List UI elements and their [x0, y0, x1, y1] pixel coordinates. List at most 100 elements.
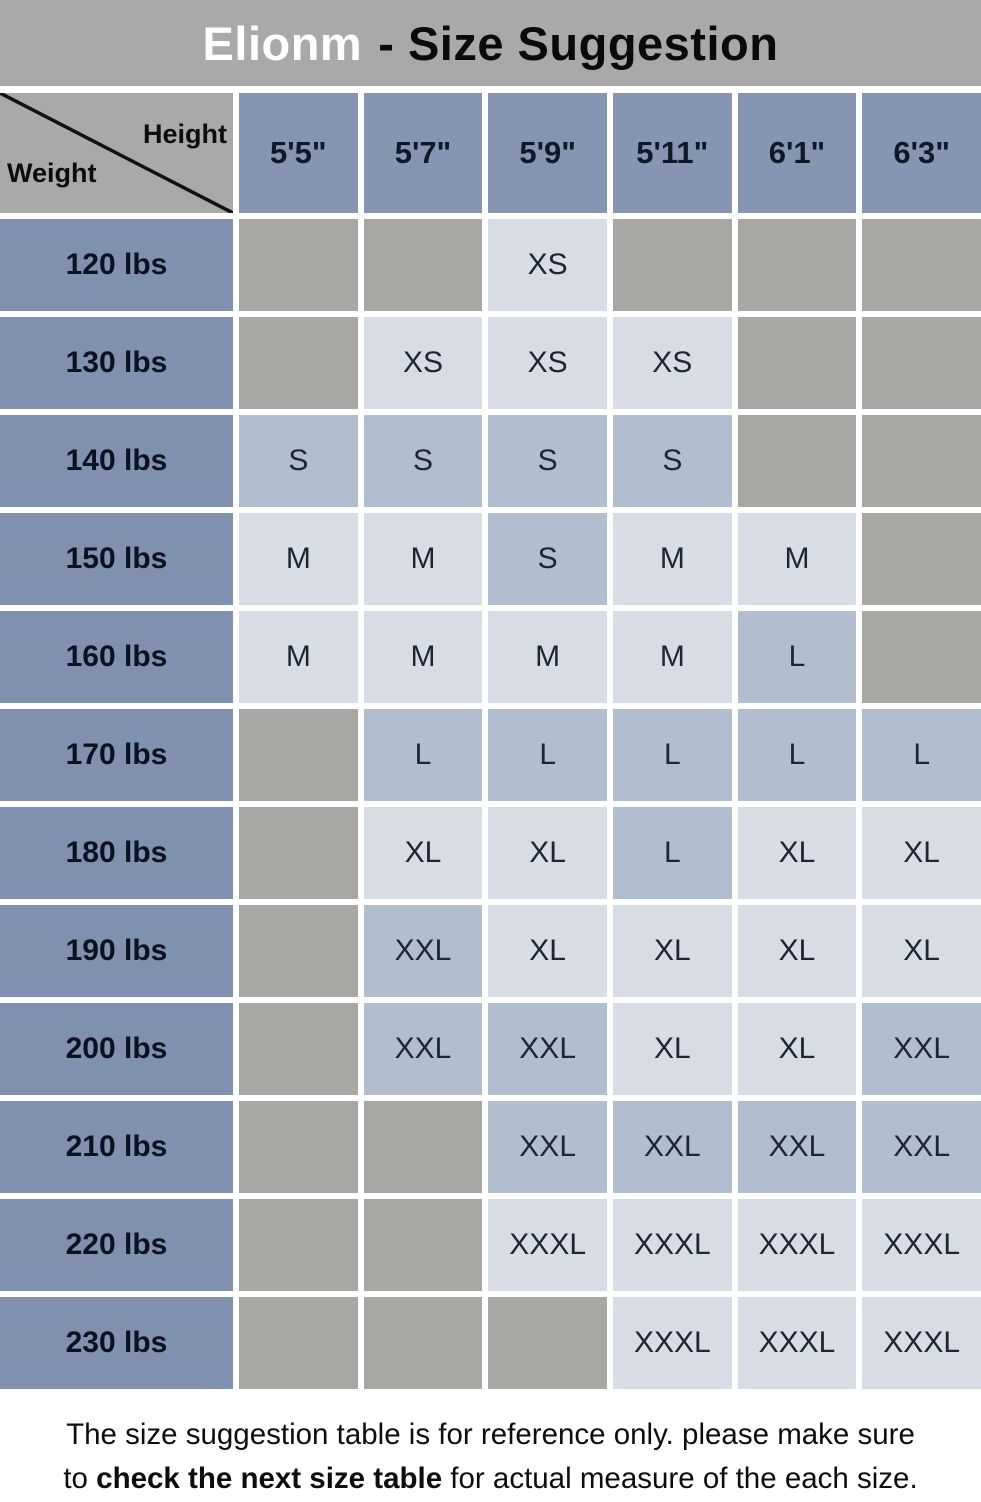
size-cell-r6-c3: L — [612, 807, 732, 899]
size-cell-r3-c3: M — [612, 513, 732, 605]
size-cell-r1-c4 — [737, 317, 857, 409]
size-cell-r10-c1 — [363, 1199, 483, 1291]
size-cell-r10-c0 — [239, 1199, 358, 1291]
size-cell-r8-c1: XXL — [363, 1003, 483, 1095]
size-cell-r9-c2: XXL — [488, 1101, 607, 1193]
size-cell-r0-c2: XS — [488, 219, 607, 311]
size-cell-r6-c1: XL — [363, 807, 483, 899]
size-cell-r8-c4: XL — [737, 1003, 857, 1095]
size-cell-r4-c0: M — [239, 611, 358, 703]
weight-label-2: 140 lbs — [0, 415, 233, 507]
weight-label-6: 180 lbs — [0, 807, 233, 899]
size-cell-r8-c2: XXL — [488, 1003, 607, 1095]
size-cell-r7-c0 — [239, 905, 358, 997]
size-cell-r3-c0: M — [239, 513, 358, 605]
size-cell-r5-c3: L — [612, 709, 732, 801]
size-cell-r7-c5: XL — [862, 905, 981, 997]
weight-label-1: 130 lbs — [0, 317, 233, 409]
size-cell-r7-c4: XL — [737, 905, 857, 997]
footnote-line2-after: for actual measure of the each size. — [442, 1462, 918, 1496]
size-cell-r10-c2: XXXL — [488, 1199, 607, 1291]
size-cell-r2-c0: S — [239, 415, 358, 507]
height-header-1: 5'7" — [363, 93, 483, 213]
size-cell-r10-c4: XXXL — [737, 1199, 857, 1291]
corner-height-label: Height — [143, 119, 227, 149]
size-cell-r2-c3: S — [612, 415, 732, 507]
weight-label-4: 160 lbs — [0, 611, 233, 703]
page-title: Elionm - Size Suggestion — [0, 0, 981, 86]
size-cell-r0-c1 — [363, 219, 483, 311]
size-cell-r3-c2: S — [488, 513, 607, 605]
footnote-line1: The size suggestion table is for referen… — [66, 1418, 915, 1451]
size-cell-r10-c3: XXXL — [612, 1199, 732, 1291]
size-cell-r11-c2 — [488, 1297, 607, 1389]
size-cell-r2-c1: S — [363, 415, 483, 507]
size-cell-r6-c5: XL — [862, 807, 981, 899]
size-cell-r9-c0 — [239, 1101, 358, 1193]
size-cell-r4-c3: M — [612, 611, 732, 703]
size-cell-r11-c3: XXXL — [612, 1297, 732, 1389]
height-header-2: 5'9" — [488, 93, 607, 213]
size-cell-r5-c1: L — [363, 709, 483, 801]
corner-weight-label: Weight — [7, 158, 97, 188]
weight-label-7: 190 lbs — [0, 905, 233, 997]
size-cell-r6-c4: XL — [737, 807, 857, 899]
title-suffix: - Size Suggestion — [378, 16, 779, 70]
footnote: The size suggestion table is for referen… — [0, 1389, 981, 1502]
size-cell-r2-c4 — [737, 415, 857, 507]
size-cell-r0-c4 — [737, 219, 857, 311]
height-header-0: 5'5" — [239, 93, 358, 213]
size-cell-r9-c1 — [363, 1101, 483, 1193]
size-cell-r4-c1: M — [363, 611, 483, 703]
brand-name: Elionm — [202, 16, 363, 70]
size-cell-r3-c1: M — [363, 513, 483, 605]
height-header-4: 6'1" — [737, 93, 857, 213]
size-cell-r0-c5 — [862, 219, 981, 311]
size-cell-r1-c2: XS — [488, 317, 607, 409]
size-cell-r11-c5: XXXL — [862, 1297, 981, 1389]
size-cell-r1-c3: XS — [612, 317, 732, 409]
height-header-3: 5'11" — [612, 93, 732, 213]
weight-label-0: 120 lbs — [0, 219, 233, 311]
weight-label-8: 200 lbs — [0, 1003, 233, 1095]
size-cell-r4-c4: L — [737, 611, 857, 703]
weight-label-3: 150 lbs — [0, 513, 233, 605]
size-cell-r11-c4: XXXL — [737, 1297, 857, 1389]
corner-cell: Height Weight — [0, 93, 233, 213]
size-cell-r1-c5 — [862, 317, 981, 409]
size-suggestion-table: Height Weight 5'5" 5'7" 5'9" 5'11" 6'1" 6'3" 1… — [0, 93, 981, 1389]
size-cell-r8-c5: XXL — [862, 1003, 981, 1095]
size-cell-r5-c5: L — [862, 709, 981, 801]
size-cell-r10-c5: XXXL — [862, 1199, 981, 1291]
size-cell-r7-c2: XL — [488, 905, 607, 997]
size-cell-r6-c0 — [239, 807, 358, 899]
size-cell-r4-c2: M — [488, 611, 607, 703]
footnote-line2-before: to — [63, 1462, 97, 1496]
diagonal-line — [0, 93, 233, 213]
weight-label-10: 220 lbs — [0, 1199, 233, 1291]
size-cell-r11-c1 — [363, 1297, 483, 1389]
size-cell-r1-c0 — [239, 317, 358, 409]
size-cell-r3-c4: M — [737, 513, 857, 605]
size-cell-r9-c3: XXL — [612, 1101, 732, 1193]
size-cell-r3-c5 — [862, 513, 981, 605]
size-cell-r2-c5 — [862, 415, 981, 507]
size-cell-r7-c1: XXL — [363, 905, 483, 997]
weight-label-11: 230 lbs — [0, 1297, 233, 1389]
height-header-5: 6'3" — [862, 93, 981, 213]
size-cell-r0-c3 — [612, 219, 732, 311]
weight-label-9: 210 lbs — [0, 1101, 233, 1193]
footnote-line2-bold: check the next size table — [96, 1462, 443, 1496]
size-cell-r5-c0 — [239, 709, 358, 801]
size-cell-r8-c3: XL — [612, 1003, 732, 1095]
weight-label-5: 170 lbs — [0, 709, 233, 801]
size-cell-r2-c2: S — [488, 415, 607, 507]
size-cell-r11-c0 — [239, 1297, 358, 1389]
size-cell-r8-c0 — [239, 1003, 358, 1095]
size-cell-r5-c4: L — [737, 709, 857, 801]
size-cell-r1-c1: XS — [363, 317, 483, 409]
size-cell-r4-c5 — [862, 611, 981, 703]
size-cell-r0-c0 — [239, 219, 358, 311]
size-cell-r5-c2: L — [488, 709, 607, 801]
